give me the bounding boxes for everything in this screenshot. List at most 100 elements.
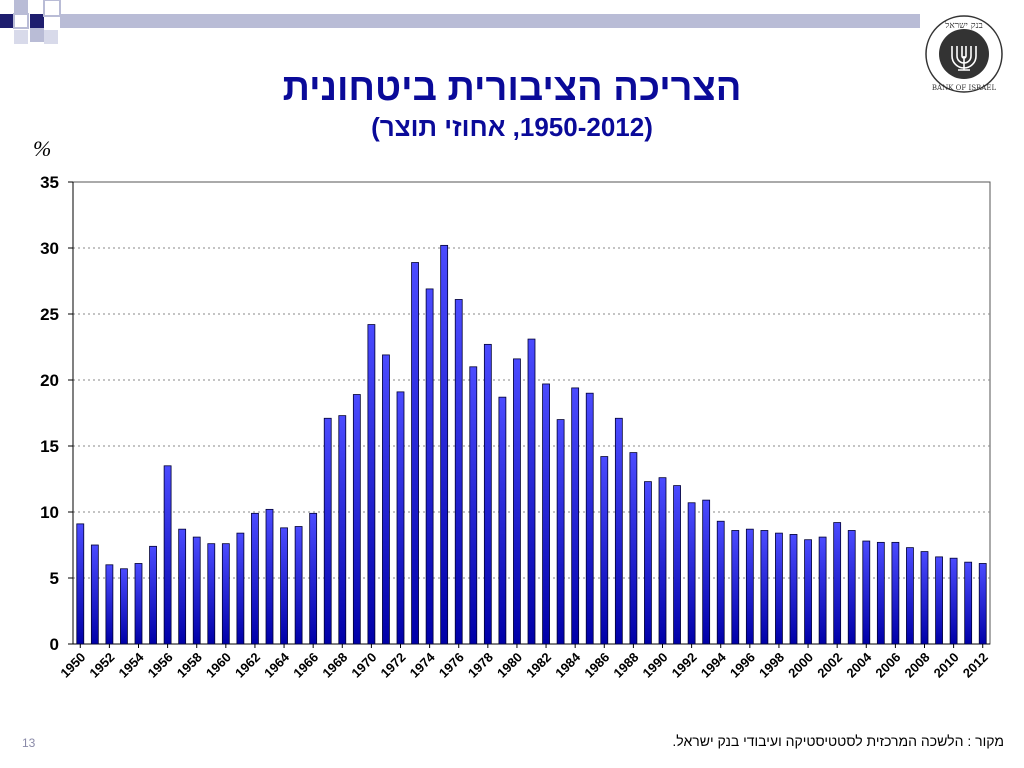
deco-square <box>44 30 58 44</box>
y-tick-label: 0 <box>50 635 59 654</box>
bar-1991 <box>673 485 681 645</box>
chart-titles: הצריכה הציבורית ביטחונית (1950-2012, אחו… <box>0 62 1024 142</box>
x-tick-label: 1962 <box>232 650 263 681</box>
bar-1953 <box>120 568 128 645</box>
bar-1966 <box>309 512 318 645</box>
bar-1969 <box>352 394 361 645</box>
bar-1978 <box>483 343 492 645</box>
x-tick-label: 1986 <box>581 650 612 681</box>
bar-2001 <box>818 536 827 645</box>
x-tick-label: 1992 <box>669 650 700 681</box>
bar-1963 <box>265 508 274 645</box>
bar-1970 <box>367 324 376 645</box>
slide-number: 13 <box>22 736 36 750</box>
bar-2003 <box>847 530 856 645</box>
x-tick-label: 1978 <box>465 650 496 681</box>
x-tick-label: 1974 <box>407 649 439 681</box>
bank-of-israel-logo: בנק ישראל BANK OF ISRAEL <box>920 10 1010 101</box>
bar-1987 <box>614 417 623 645</box>
bar-1996 <box>745 528 754 645</box>
x-tick-label: 1980 <box>494 650 525 681</box>
x-tick-label: 2002 <box>814 650 845 681</box>
x-tick-label: 1970 <box>348 650 379 681</box>
deco-square <box>30 14 44 28</box>
x-tick-label: 2006 <box>872 650 903 681</box>
x-tick-label: 1968 <box>319 650 350 681</box>
svg-text:בנק ישראל: בנק ישראל <box>944 20 983 31</box>
bar-2007 <box>906 547 914 645</box>
x-tick-label: 2010 <box>931 650 962 681</box>
bar-1998 <box>775 532 783 645</box>
bar-1967 <box>323 417 332 645</box>
bar-1955 <box>149 545 157 645</box>
bar-1959 <box>207 543 216 645</box>
bar-1979 <box>498 396 507 645</box>
y-tick-label: 10 <box>40 503 59 522</box>
bar-1994 <box>716 520 725 645</box>
bar-2000 <box>804 539 812 645</box>
y-unit-label: % <box>33 136 52 161</box>
bar-1950 <box>76 523 85 645</box>
x-tick-label: 2004 <box>843 649 875 681</box>
bar-1976 <box>454 299 463 645</box>
bar-1958 <box>192 536 201 645</box>
y-tick-label: 35 <box>40 173 59 192</box>
y-tick-label: 5 <box>50 569 59 588</box>
bar-1965 <box>294 526 303 645</box>
x-tick-label: 1988 <box>610 650 641 681</box>
bar-1951 <box>90 544 99 645</box>
bar-2010 <box>949 557 958 645</box>
bar-2005 <box>876 541 885 645</box>
bar-1974 <box>425 288 434 645</box>
x-tick-label: 1950 <box>57 650 88 681</box>
x-tick-label: 1972 <box>378 650 409 681</box>
bar-1992 <box>687 502 696 645</box>
bar-1956 <box>163 465 172 645</box>
bar-1977 <box>469 366 478 645</box>
x-tick-label: 1976 <box>436 650 467 681</box>
y-tick-label: 30 <box>40 239 59 258</box>
source-note: מקור : הלשכה המרכזית לסטטיסטיקה ועיבודי … <box>672 733 1004 749</box>
bar-2009 <box>935 556 943 645</box>
bar-1971 <box>382 354 390 645</box>
bar-1980 <box>513 358 521 645</box>
bar-2012 <box>978 563 987 645</box>
x-tick-label: 2000 <box>785 650 816 681</box>
deco-band-top <box>62 14 920 28</box>
x-tick-label: 1964 <box>261 649 293 681</box>
bar-1961 <box>236 532 245 645</box>
deco-square <box>0 14 14 28</box>
bar-1972 <box>396 391 405 645</box>
bar-1999 <box>789 534 798 645</box>
bar-1985 <box>585 392 594 645</box>
bar-1968 <box>338 415 347 645</box>
deco-square <box>30 28 44 42</box>
x-tick-label: 1956 <box>145 650 176 681</box>
bar-1995 <box>731 530 740 645</box>
bar-2004 <box>862 540 871 645</box>
bar-1986 <box>600 456 609 645</box>
bar-1989 <box>644 481 652 645</box>
x-tick-label: 1998 <box>756 650 787 681</box>
bar-1973 <box>411 262 419 645</box>
svg-text:BANK OF ISRAEL: BANK OF ISRAEL <box>932 84 997 92</box>
bar-1954 <box>134 563 143 645</box>
bar-1964 <box>280 527 288 645</box>
bar-2011 <box>964 561 973 645</box>
x-tick-label: 1960 <box>203 650 234 681</box>
bar-1993 <box>702 499 711 645</box>
x-tick-label: 1990 <box>640 650 671 681</box>
bar-1960 <box>221 543 230 645</box>
deco-square <box>14 0 28 14</box>
x-tick-label: 1984 <box>552 649 584 681</box>
x-tick-label: 2012 <box>960 650 991 681</box>
bar-1962 <box>251 512 259 645</box>
bar-1982 <box>542 383 550 645</box>
bar-1952 <box>105 564 114 645</box>
x-tick-label: 1958 <box>174 650 205 681</box>
y-tick-label: 20 <box>40 371 59 390</box>
bar-2002 <box>833 522 842 645</box>
deco-square <box>43 0 61 17</box>
bar-1983 <box>556 419 565 645</box>
